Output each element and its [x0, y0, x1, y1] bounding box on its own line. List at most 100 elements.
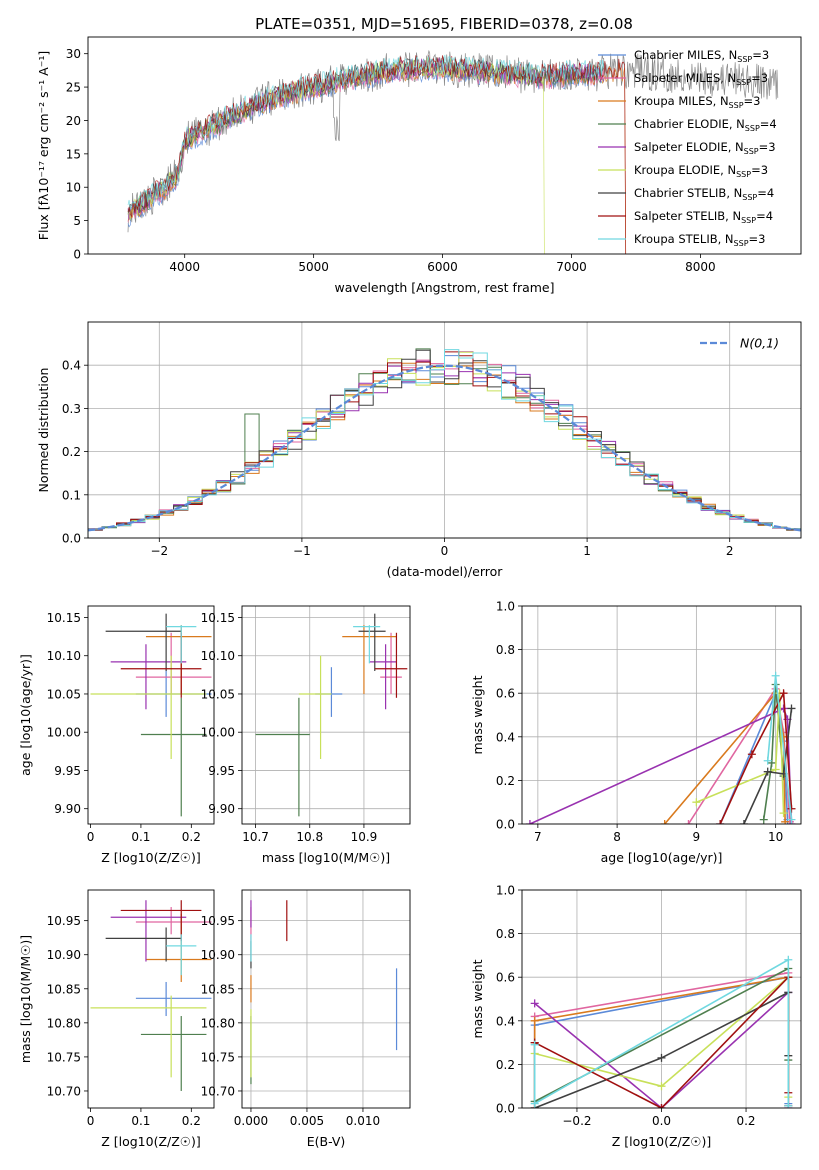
y-tick-label: 10.95: [201, 914, 235, 928]
y-tick-label: 0.0: [496, 818, 515, 832]
y-tick-label: 0.4: [62, 359, 81, 373]
x-tick-label: 0.010: [346, 1114, 380, 1128]
y-tick-label: 0.8: [496, 927, 515, 941]
x-tick-label: 4000: [169, 260, 200, 274]
y-tick-label: 10.10: [47, 649, 81, 663]
legend-entry: Salpeter ELODIE, NSSP=3: [634, 140, 776, 156]
y-tick-label: 10.70: [47, 1084, 81, 1098]
panel-residual_histogram: −2 −1 0 1 2 0.0 0.1 0.2 0.3 0.4 (data-model)/error…: [36, 321, 802, 579]
x-tick-label: 1: [583, 544, 591, 558]
x-tick-label: 0: [441, 544, 449, 558]
mass-weight-marker: [657, 1104, 666, 1108]
y-tick-label: 0.4: [496, 1014, 515, 1028]
y-tick-label: 9.95: [208, 764, 235, 778]
y-tick-label: 10.85: [47, 982, 81, 996]
axes-frame: [87, 605, 215, 825]
x-tick-label: 8000: [685, 260, 716, 274]
figure-title: PLATE=0351, MJD=51695, FIBERID=0378, z=0…: [255, 15, 633, 33]
x-axis-label: age [log10(age/yr)]: [601, 850, 723, 865]
y-tick-label: 10.15: [47, 611, 81, 625]
x-tick-label: −2: [150, 544, 168, 558]
y-axis-label: age [log10(age/yr)]: [18, 654, 33, 776]
x-tick-label: 0.000: [234, 1114, 268, 1128]
y-axis-label: mass [log10(M/M☉)]: [18, 935, 33, 1063]
legend-entry: Kroupa STELIB, NSSP=3: [634, 232, 765, 248]
mass-weight-marker: [759, 815, 768, 824]
y-tick-label: 9.90: [54, 802, 81, 816]
x-tick-label: 0.0: [652, 1114, 671, 1128]
x-tick-label: 10: [768, 830, 783, 844]
y-axis-label: Normed distribution: [36, 368, 51, 493]
y-tick-label: 5: [73, 214, 81, 228]
y-tick-label: 10.10: [201, 649, 235, 663]
y-tick-label: 10.70: [201, 1084, 235, 1098]
legend-entry: Salpeter MILES, NSSP=3: [634, 71, 768, 87]
x-tick-label: 10.7: [242, 830, 269, 844]
plot-area: [90, 613, 212, 817]
y-tick-label: 0.2: [496, 1058, 515, 1072]
mass-weight-marker: [787, 704, 796, 713]
x-axis-label: (data-model)/error: [387, 564, 504, 579]
y-tick-label: 10.00: [47, 726, 81, 740]
mass-weight-line: [762, 684, 785, 820]
y-tick-label: 15: [66, 147, 81, 161]
legend-entry: Chabrier MILES, NSSP=3: [634, 48, 769, 64]
x-tick-label: 9: [693, 830, 701, 844]
y-tick-label: 10.15: [201, 611, 235, 625]
plot-area: [525, 671, 796, 824]
x-tick-label: 6000: [427, 260, 458, 274]
x-tick-label: 0.2: [736, 1114, 755, 1128]
plot-layer: 4000 5000 6000 7000 8000051015202530waveleng…: [18, 36, 802, 1149]
y-axis-label: mass weight: [470, 675, 485, 754]
x-axis-label: Z [log10(Z/Z☉)]: [101, 850, 201, 865]
axes-frame: [87, 36, 802, 255]
y-tick-label: 10.85: [201, 982, 235, 996]
y-tick-label: 0: [73, 248, 81, 262]
mass-weight-marker: [779, 809, 788, 818]
y-tick-label: 0.0: [496, 1102, 515, 1116]
gaussian-curve: [88, 364, 801, 532]
panel-mass_weight_vs_Z: −0.2 0.0 0.2 0.0 0.2 0.4 0.6 0.8 1.0 Z [log10(Z/Z…: [470, 884, 802, 1149]
mass-weight-marker: [530, 999, 539, 1008]
mass-weight-marker: [530, 1099, 539, 1108]
mass-weight-line: [696, 693, 785, 814]
axes-frame: [87, 889, 215, 1109]
mass-weight-marker: [530, 1040, 539, 1049]
x-tick-label: 8: [613, 830, 621, 844]
plot-area: [88, 348, 801, 538]
mass-weight-marker: [763, 767, 772, 776]
x-tick-label: 0: [87, 1114, 95, 1128]
y-tick-label: 0.6: [496, 971, 515, 985]
y-tick-label: 9.95: [54, 764, 81, 778]
y-tick-label: 10.00: [201, 726, 235, 740]
axes-frame: [521, 605, 802, 825]
y-tick-label: 0.2: [62, 445, 81, 459]
legend-entry: Chabrier STELIB, NSSP=4: [634, 186, 774, 202]
plot-area: [255, 613, 408, 817]
mass-weight-marker: [763, 756, 772, 765]
y-tick-label: 10.90: [201, 948, 235, 962]
x-tick-label: 0.005: [290, 1114, 324, 1128]
y-tick-label: 0.1: [62, 488, 81, 502]
model-spectrum-line: [127, 54, 605, 211]
model-spectrum-line: [127, 60, 605, 223]
x-axis-label: mass [log10(M/M☉)]: [262, 850, 390, 865]
legend-entry: Salpeter STELIB, NSSP=4: [634, 209, 773, 225]
spectrum-legend: Chabrier MILES, NSSP=3 Salpeter MILES, NS…: [598, 48, 777, 248]
legend-entry: Kroupa ELODIE, NSSP=3: [634, 163, 768, 179]
model-spectrum-line: [127, 62, 605, 228]
mass-weight-marker: [747, 750, 756, 759]
x-axis-label: Z [log10(Z/Z☉)]: [612, 1134, 712, 1149]
y-tick-label: 10.95: [47, 914, 81, 928]
y-tick-label: 10.80: [47, 1016, 81, 1030]
y-tick-label: 0.0: [62, 532, 81, 546]
y-tick-label: 10.90: [47, 948, 81, 962]
observed-spectrum: [127, 49, 779, 233]
panel-age_vs_mass: 10.7 10.8 10.9 9.90 9.95 10.00 10.05 10.10 10.15…: [201, 605, 411, 865]
y-tick-label: 1.0: [496, 600, 515, 614]
panel-mass_vs_ebv: 0.000 0.005 0.010 10.70 10.75 10.80 10.85 10.90…: [201, 889, 411, 1149]
panel-spectrum: 4000 5000 6000 7000 8000 0 5 10 15 20 25 30 waveleng…: [36, 36, 802, 295]
x-axis-label: E(B-V): [307, 1134, 346, 1149]
mass-weight-marker: [660, 820, 669, 824]
y-tick-label: 9.90: [208, 802, 235, 816]
